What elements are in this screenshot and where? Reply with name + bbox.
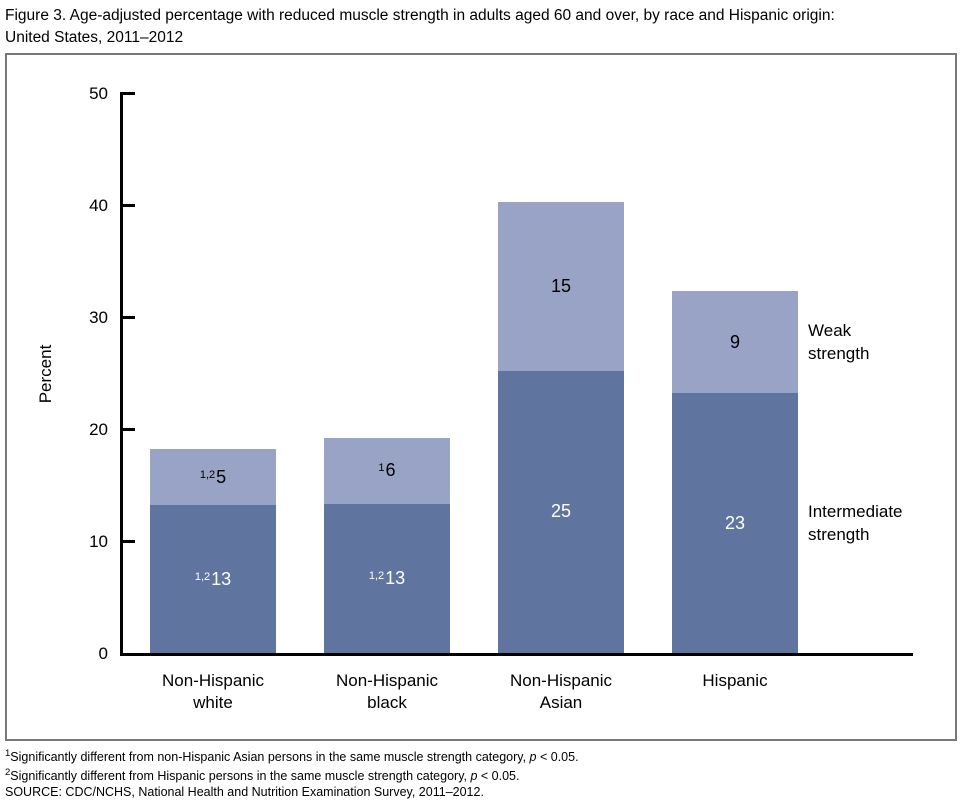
footnote-2-superscript: 2 (5, 767, 11, 779)
x-category-label-line: black (367, 693, 407, 712)
footnote-2-text: Significantly different from Hispanic pe… (10, 769, 471, 784)
bar-value-superscript: 1,2 (199, 468, 216, 481)
bar-value-number: 6 (385, 460, 396, 481)
x-category-label-line: white (193, 693, 233, 712)
chart-frame (5, 53, 957, 741)
legend-label-intermediate-strength: Intermediate strength (808, 500, 958, 546)
bar-segment-weak-strength-hispanic: 9 (672, 291, 798, 394)
bar-value-label: 15 (551, 276, 571, 297)
figure-title-line2: United States, 2011–2012 (5, 28, 184, 46)
footnote-1-text-after: < 0.05. (536, 750, 579, 765)
figure-title: Figure 3. Age-adjusted percentage with r… (5, 5, 955, 48)
y-axis-line (120, 92, 123, 656)
bar-segment-intermediate-strength-non-hispanic-black: 1,213 (324, 504, 450, 653)
bar-value-number: 5 (216, 466, 227, 487)
x-category-label-non-hispanic-black: Non-Hispanic black (297, 670, 477, 714)
y-tick-label: 50 (89, 84, 108, 103)
bar-value-number: 15 (550, 275, 572, 296)
y-tick-label: 0 (98, 644, 108, 663)
figure-title-line1: Figure 3. Age-adjusted percentage with r… (5, 7, 835, 24)
footnote-2: 2Significantly different from Hispanic p… (5, 765, 579, 784)
legend-label-line: strength (808, 525, 870, 545)
footnote-2-pvalue: p (470, 769, 478, 784)
bar-value-number: 25 (550, 501, 572, 522)
x-category-label-hispanic: Hispanic (645, 670, 825, 692)
footnotes: 1Significantly different from non-Hispan… (5, 746, 579, 800)
bar-value-label: 1,25 (200, 467, 226, 488)
bar-value-number: 23 (724, 512, 746, 533)
source-note: SOURCE: CDC/NCHS, National Health and Nu… (5, 784, 579, 800)
bar-segment-weak-strength-non-hispanic-black: 16 (324, 437, 450, 505)
y-tick-label: 20 (89, 420, 108, 439)
bar-value-label: 1,213 (369, 568, 405, 589)
bar-value-number: 13 (211, 568, 232, 589)
y-tick-mark (123, 316, 135, 319)
y-tick-mark (123, 92, 135, 95)
y-tick-mark (123, 540, 135, 543)
legend-label-line: strength (808, 344, 870, 364)
x-category-label-line: Hispanic (702, 671, 768, 690)
x-category-label-non-hispanic-white: Non-Hispanic white (123, 670, 303, 714)
x-axis-line (120, 653, 913, 656)
footnote-1-text: Significantly different from non-Hispani… (10, 750, 530, 765)
bar-value-superscript: 1,2 (368, 570, 385, 582)
bar-segment-intermediate-strength-non-hispanic-white: 1,213 (150, 505, 276, 653)
bar-value-superscript: 1 (378, 462, 385, 475)
bar-segment-intermediate-strength-hispanic: 23 (672, 393, 798, 653)
bar-segment-weak-strength-non-hispanic-asian: 15 (498, 201, 624, 371)
x-category-label-line: Non-Hispanic (509, 671, 613, 690)
y-tick-label: 10 (89, 532, 108, 551)
x-category-label-line: Asian (539, 693, 583, 712)
bar-value-label: 25 (551, 501, 571, 522)
bar-value-label: 23 (725, 513, 745, 534)
bar-value-label: 16 (378, 460, 395, 481)
bar-segment-weak-strength-non-hispanic-white: 1,25 (150, 449, 276, 506)
y-tick-mark (123, 428, 135, 431)
legend-label-line: Weak (808, 321, 852, 341)
y-axis-title: Percent (36, 344, 55, 404)
legend-label-weak-strength: Weak strength (808, 319, 958, 365)
bar-value-number: 13 (385, 568, 406, 588)
x-category-label-line: Non-Hispanic (161, 671, 265, 690)
bar-value-superscript: 1,2 (194, 570, 211, 583)
footnote-1-pvalue: p (529, 750, 537, 765)
footnote-1-superscript: 1 (5, 748, 11, 759)
bar-value-number: 9 (729, 331, 740, 352)
x-category-label-line: Non-Hispanic (335, 671, 439, 690)
x-category-label-non-hispanic-asian: Non-Hispanic Asian (471, 670, 651, 714)
footnote-2-text-after: < 0.05. (477, 769, 520, 784)
y-tick-label: 40 (89, 196, 108, 215)
legend-label-line: Intermediate (808, 502, 903, 522)
footnote-1: 1Significantly different from non-Hispan… (5, 746, 579, 765)
y-tick-label: 30 (89, 308, 108, 327)
y-tick-mark (123, 204, 135, 207)
source-note-text: SOURCE: CDC/NCHS, National Health and Nu… (5, 785, 484, 800)
bar-value-label: 9 (730, 332, 740, 353)
bar-value-label: 1,213 (195, 569, 231, 590)
bar-segment-intermediate-strength-non-hispanic-asian: 25 (498, 370, 624, 653)
